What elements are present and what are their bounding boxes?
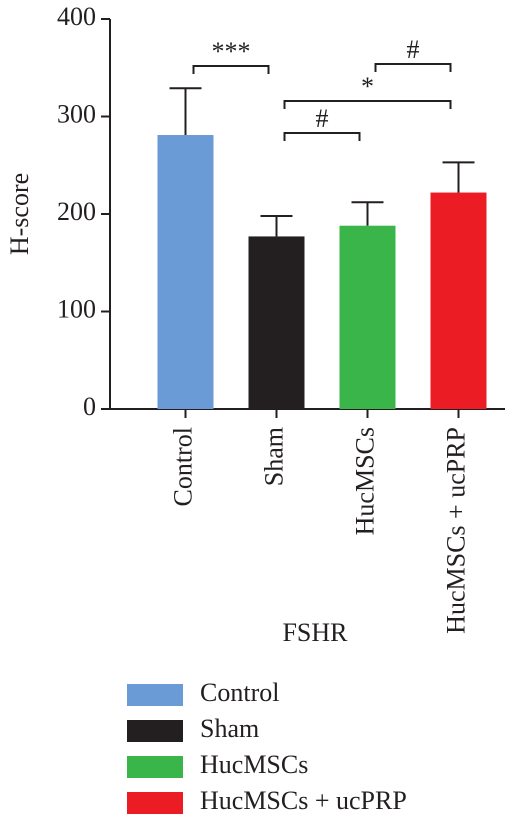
x-axis-label: FSHR <box>282 618 348 647</box>
error-bar <box>169 87 202 136</box>
y-tick-label: 200 <box>57 197 96 226</box>
significance-bracket <box>283 100 452 109</box>
error-bar <box>442 161 475 193</box>
bar <box>248 236 305 409</box>
bar <box>157 135 214 409</box>
legend-label: HucMSCs + ucPRP <box>200 786 407 815</box>
x-tick-label: HucMSCs <box>350 427 379 535</box>
significance-label: * <box>361 72 374 101</box>
legend-label: Sham <box>200 714 259 743</box>
legend-swatch <box>127 684 183 706</box>
significance-bracket <box>192 65 270 74</box>
y-tick-label: 0 <box>83 392 96 421</box>
bar <box>339 225 396 409</box>
significance-label: # <box>316 104 329 133</box>
y-tick-label: 400 <box>57 2 96 31</box>
y-axis-label: H-score <box>5 173 34 255</box>
y-tick-label: 100 <box>57 294 96 323</box>
y-tick-label: 300 <box>57 99 96 128</box>
significance-label: *** <box>212 37 251 66</box>
error-bar <box>260 214 293 237</box>
legend-label: HucMSCs <box>200 750 308 779</box>
significance-bracket <box>374 63 452 72</box>
significance-bracket <box>283 132 361 141</box>
legend-swatch <box>127 792 183 814</box>
legend-swatch <box>127 756 183 778</box>
significance-label: # <box>407 35 420 64</box>
legend-label: Control <box>200 678 279 707</box>
x-tick-label: Control <box>168 427 197 506</box>
legend-swatch <box>127 720 183 742</box>
bar <box>430 192 487 409</box>
x-tick-label: HucMSCs + ucPRP <box>441 427 470 634</box>
x-tick-label: Sham <box>259 427 288 486</box>
error-bar <box>351 201 384 226</box>
